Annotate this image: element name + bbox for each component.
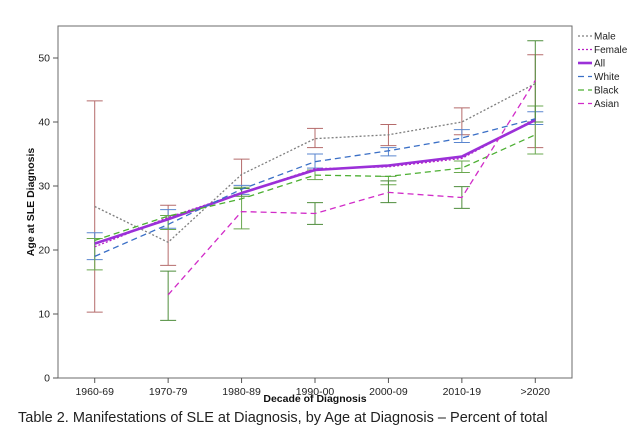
x-tick-label: 1980-89 [222,386,261,398]
legend-label-female: Female [594,45,628,56]
x-tick-label: 1990-00 [296,386,335,398]
y-tick-label: 0 [44,373,50,385]
legend-label-white: White [594,72,620,83]
x-axis-title: Decade of Diagnosis [263,393,366,405]
y-tick-label: 30 [38,181,50,193]
y-tick-label: 20 [38,245,50,257]
x-tick-label: 2000-09 [369,386,408,398]
figure-caption: Table 2. Manifestations of SLE at Diagno… [18,410,548,426]
series-line-white [94,118,536,257]
line-chart: 0 10 20 30 40 50 1960-69 1970-79 1980-89 1990-00 2… [25,25,628,405]
legend-label-black: Black [594,86,619,97]
y-tick-label: 50 [38,53,50,65]
x-tick-label: 1960-69 [75,386,114,398]
plot-frame [57,25,573,379]
chart-container: 0 10 20 30 40 50 1960-69 1970-79 1980-89 1990-00 2… [25,25,628,405]
y-axis-title: Age at SLE Diagnosis [25,148,37,257]
y-tick-label: 10 [38,309,50,321]
series-line-asian [167,80,536,296]
legend-label-male: Male [594,32,616,43]
series-line-all [94,118,536,245]
x-tick-label: 1970-79 [149,386,188,398]
series-line-male [94,83,536,243]
legend-label-asian: Asian [594,99,619,110]
x-tick-label: 2010-19 [443,386,482,398]
legend-label-all: All [594,59,605,70]
y-tick-label: 40 [38,117,50,129]
x-tick-label: >2020 [521,386,551,398]
